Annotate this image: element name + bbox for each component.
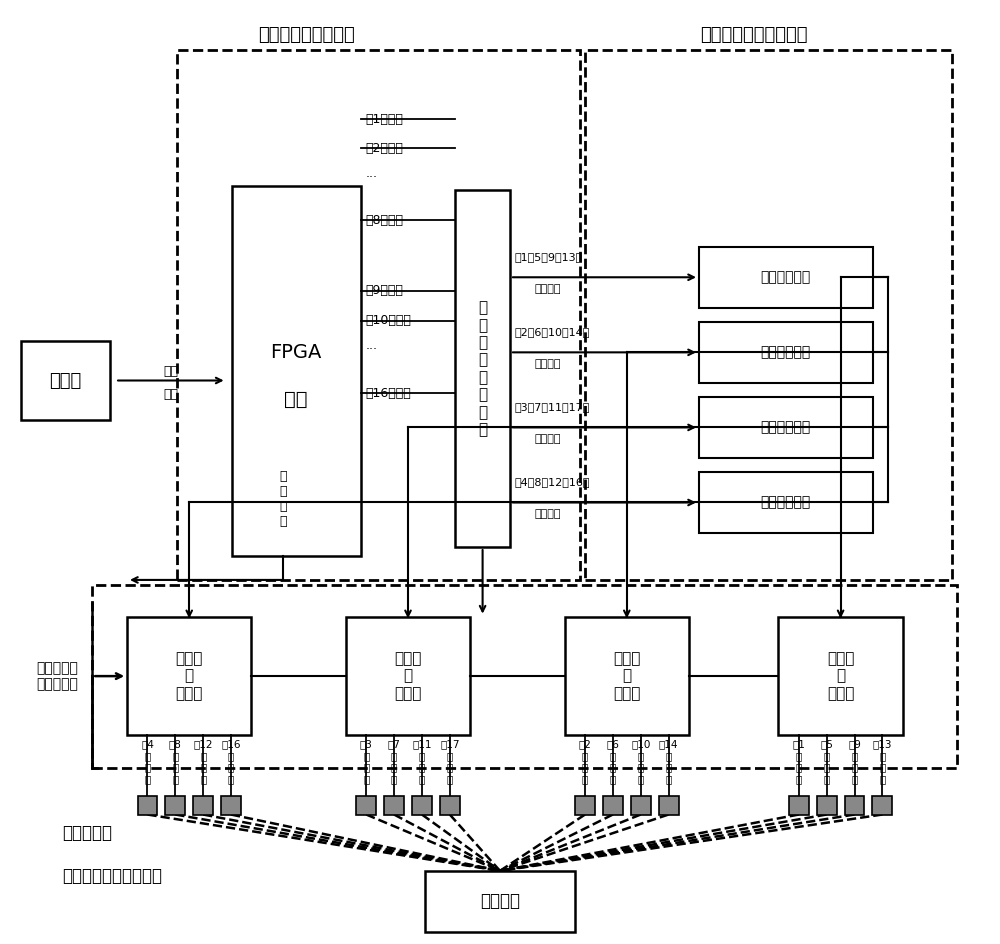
Bar [193, 796, 213, 815]
Text: 第16路信号: 第16路信号 [366, 387, 412, 399]
Text: 第10
路
信
号: 第10 路 信 号 [631, 739, 650, 784]
Bar [845, 796, 864, 815]
Text: 小信号脉冲产生部分: 小信号脉冲产生部分 [258, 26, 354, 44]
Text: 第三数
据
分配器: 第三数 据 分配器 [394, 651, 422, 701]
Text: 第1路信号: 第1路信号 [366, 112, 404, 126]
Text: 第1、5、9、13路: 第1、5、9、13路 [515, 252, 583, 261]
Text: 脉冲信号: 脉冲信号 [535, 283, 561, 294]
Text: 换能器阵列: 换能器阵列 [62, 824, 112, 842]
Text: 第8路信号: 第8路信号 [366, 214, 404, 227]
Text: 第17
路
信
号: 第17 路 信 号 [440, 739, 460, 784]
Bar [455, 191, 510, 548]
Text: ···: ··· [366, 171, 378, 184]
Text: 第14
路
信
号: 第14 路 信 号 [659, 739, 678, 784]
Text: 第3、7、11、17路: 第3、7、11、17路 [515, 402, 590, 412]
Text: 调试: 调试 [163, 388, 178, 401]
Text: 第一放大电路: 第一放大电路 [761, 270, 811, 284]
Bar [425, 870, 575, 932]
Bar [232, 186, 361, 556]
Bar [165, 796, 185, 815]
Text: 第12
路
信
号: 第12 路 信 号 [193, 739, 213, 784]
Text: 第5
路
信
号: 第5 路 信 号 [820, 739, 833, 784]
Text: 第7
路
信
号: 第7 路 信 号 [388, 739, 401, 784]
Text: 第11
路
信
号: 第11 路 信 号 [412, 739, 432, 784]
Bar [565, 617, 689, 734]
Bar [778, 617, 903, 734]
Text: 上位机: 上位机 [49, 372, 82, 390]
Text: 第2路信号: 第2路信号 [366, 142, 404, 155]
Text: 第8
路
信
号: 第8 路 信 号 [169, 739, 182, 784]
Text: 控制: 控制 [163, 364, 178, 378]
Bar [659, 796, 679, 815]
Text: ···: ··· [366, 344, 378, 357]
Bar [92, 584, 957, 767]
Text: 第9路信号: 第9路信号 [366, 284, 404, 297]
Text: 第9
路
信
号: 第9 路 信 号 [848, 739, 861, 784]
Text: 第4、8、12、16路: 第4、8、12、16路 [515, 477, 590, 487]
Bar [221, 796, 241, 815]
Bar [412, 796, 432, 815]
Bar [699, 246, 873, 308]
Text: 第2
路
信
号: 第2 路 信 号 [579, 739, 591, 784]
Bar [789, 796, 809, 815]
Text: 被测物体: 被测物体 [480, 892, 520, 910]
Bar [384, 796, 404, 815]
Text: 第13
路
信
号: 第13 路 信 号 [873, 739, 892, 784]
Text: 第16
路
信
号: 第16 路 信 号 [221, 739, 241, 784]
Text: 高压脉冲信
号分配部分: 高压脉冲信 号分配部分 [37, 662, 78, 692]
Text: 第二放大电路: 第二放大电路 [761, 346, 811, 360]
Text: FPGA: FPGA [270, 343, 322, 362]
Text: 芯片: 芯片 [284, 390, 308, 409]
Text: 控
制
信
号: 控 制 信 号 [279, 470, 287, 529]
Text: 第6
路
信
号: 第6 路 信 号 [606, 739, 619, 784]
Bar [631, 796, 651, 815]
Bar [699, 396, 873, 458]
Text: 第一数
据
分配器: 第一数 据 分配器 [827, 651, 854, 701]
Text: 时分复用放大电路部分: 时分复用放大电路部分 [700, 26, 807, 44]
Bar [440, 796, 460, 815]
Bar [872, 796, 892, 815]
Bar [699, 322, 873, 383]
Text: 产生聚焦、可偏转声束: 产生聚焦、可偏转声束 [62, 867, 162, 885]
Text: 第四放大电路: 第四放大电路 [761, 496, 811, 510]
Text: 第2、6、10、14路: 第2、6、10、14路 [515, 327, 590, 337]
Bar [603, 796, 623, 815]
Text: 第4
路
信
号: 第4 路 信 号 [141, 739, 154, 784]
Bar [138, 796, 157, 815]
Text: 将
信
号
分
组
并
联
接: 将 信 号 分 组 并 联 接 [478, 300, 487, 437]
Text: 第10路信号: 第10路信号 [366, 314, 412, 328]
Bar [575, 796, 595, 815]
Text: 第3
路
信
号: 第3 路 信 号 [360, 739, 373, 784]
Bar [585, 50, 952, 580]
Bar [699, 472, 873, 533]
Bar [21, 341, 110, 420]
Bar [177, 50, 580, 580]
Text: 脉冲信号: 脉冲信号 [535, 359, 561, 368]
Text: 第二数
据
分配器: 第二数 据 分配器 [613, 651, 640, 701]
Bar [817, 796, 837, 815]
Text: 脉冲信号: 脉冲信号 [535, 433, 561, 444]
Text: 第四数
据
分配器: 第四数 据 分配器 [176, 651, 203, 701]
Text: 第三放大电路: 第三放大电路 [761, 420, 811, 434]
Text: 脉冲信号: 脉冲信号 [535, 509, 561, 519]
Bar [356, 796, 376, 815]
Bar [127, 617, 251, 734]
Text: 第1
路
信
号: 第1 路 信 号 [792, 739, 805, 784]
Bar [346, 617, 470, 734]
